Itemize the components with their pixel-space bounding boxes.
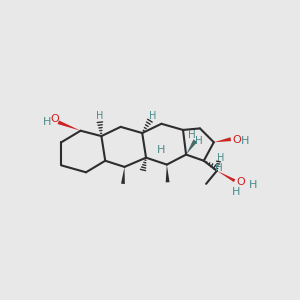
Text: H: H bbox=[43, 117, 52, 127]
Text: H: H bbox=[149, 111, 157, 121]
Text: O: O bbox=[232, 135, 241, 145]
Text: H: H bbox=[188, 130, 196, 140]
Text: H: H bbox=[96, 111, 103, 121]
Polygon shape bbox=[121, 167, 125, 184]
Text: H: H bbox=[194, 136, 202, 146]
Polygon shape bbox=[166, 165, 170, 182]
Text: H: H bbox=[217, 153, 224, 164]
Text: O: O bbox=[236, 177, 245, 187]
Text: H: H bbox=[215, 164, 223, 173]
Polygon shape bbox=[58, 120, 81, 131]
Text: H: H bbox=[232, 187, 240, 196]
Polygon shape bbox=[214, 137, 231, 142]
Text: O: O bbox=[51, 114, 60, 124]
Text: H: H bbox=[157, 145, 166, 155]
Text: H: H bbox=[240, 136, 249, 146]
Polygon shape bbox=[217, 171, 236, 182]
Text: H: H bbox=[248, 180, 257, 190]
Polygon shape bbox=[186, 140, 197, 154]
